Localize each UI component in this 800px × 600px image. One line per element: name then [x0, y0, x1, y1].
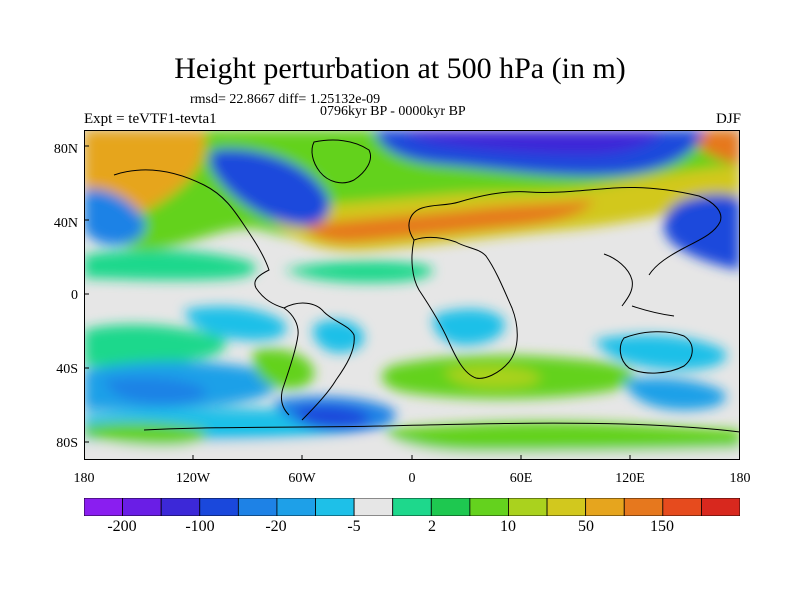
coastline [411, 236, 518, 379]
coastline [631, 305, 675, 317]
colorbar-box [84, 498, 123, 516]
colorbar-box [199, 498, 239, 516]
colorbar-box [392, 498, 432, 516]
anomaly-region [664, 194, 740, 270]
colorbar-box [276, 498, 316, 516]
anomaly-region [313, 319, 365, 353]
stats-line: rmsd= 22.8667 diff= 1.25132e-09 [190, 92, 381, 107]
colorbar-box [237, 498, 278, 516]
colorbar-box [469, 498, 509, 516]
coastline [113, 169, 299, 416]
anomaly-region [433, 308, 505, 345]
plot-title: Height perturbation at 500 hPa (in m) [174, 52, 626, 85]
lon-label: 120W [175, 471, 211, 486]
anomaly-region [209, 149, 330, 226]
colorbar [84, 498, 740, 516]
colorbar-label: -100 [185, 518, 215, 535]
coastline [311, 139, 371, 184]
colorbar-label: 50 [578, 518, 594, 535]
colorbar-box [508, 498, 548, 516]
anomaly-region [284, 260, 433, 283]
colorbar-box [353, 498, 394, 516]
coastline [143, 422, 740, 433]
anomaly-region [84, 324, 227, 367]
anomaly-region [252, 348, 315, 390]
experiment-label: Expt = teVTF1-tevta1 [84, 111, 217, 127]
anomaly-region [594, 334, 727, 370]
colorbar-box [430, 498, 471, 516]
colorbar-box [546, 498, 587, 516]
anomaly-region [84, 189, 145, 245]
coastline [603, 253, 633, 307]
anomaly-region [624, 378, 726, 410]
lon-label: 0 [408, 471, 416, 486]
colorbar-label: -5 [347, 518, 361, 535]
anomaly-region [184, 306, 287, 341]
colorbar-box [122, 498, 162, 516]
lat-label: 40S [56, 362, 78, 377]
colorbar-box [662, 498, 702, 516]
colorbar-box [701, 498, 740, 516]
colorbar-label: -200 [107, 518, 137, 535]
lat-label: 40N [53, 216, 78, 231]
colorbar-box [623, 498, 664, 516]
colorbar-box [160, 498, 201, 516]
lat-label: 80S [56, 436, 78, 451]
colorbar-box [315, 498, 355, 516]
lat-label: 80N [53, 142, 78, 157]
lon-label: 120E [615, 471, 645, 486]
anomaly-region [304, 200, 594, 243]
lon-label: 180 [73, 471, 95, 486]
lon-label: 60E [509, 471, 533, 486]
coastline [619, 331, 693, 374]
lon-label: 60W [288, 471, 316, 486]
coastline [408, 186, 722, 276]
coastline [283, 302, 355, 421]
lat-label: 0 [71, 288, 78, 303]
lon-label: 180 [729, 471, 751, 486]
anomaly-region [294, 405, 370, 428]
colorbar-label: -20 [265, 518, 287, 535]
anomaly-region [84, 249, 257, 281]
season-label: DJF [715, 111, 741, 127]
anomaly-region [404, 130, 664, 155]
period-label: 0796kyr BP - 0000kyr BP [320, 104, 466, 119]
anomaly-region [384, 422, 740, 452]
colorbar-label: 150 [650, 518, 674, 535]
colorbar-label: 2 [428, 518, 436, 535]
colorbar-label: 10 [500, 518, 516, 535]
colorbar-box [585, 498, 625, 516]
height-perturbation-map [84, 130, 740, 460]
anomaly-region [104, 377, 207, 404]
anomaly-region [444, 365, 541, 388]
